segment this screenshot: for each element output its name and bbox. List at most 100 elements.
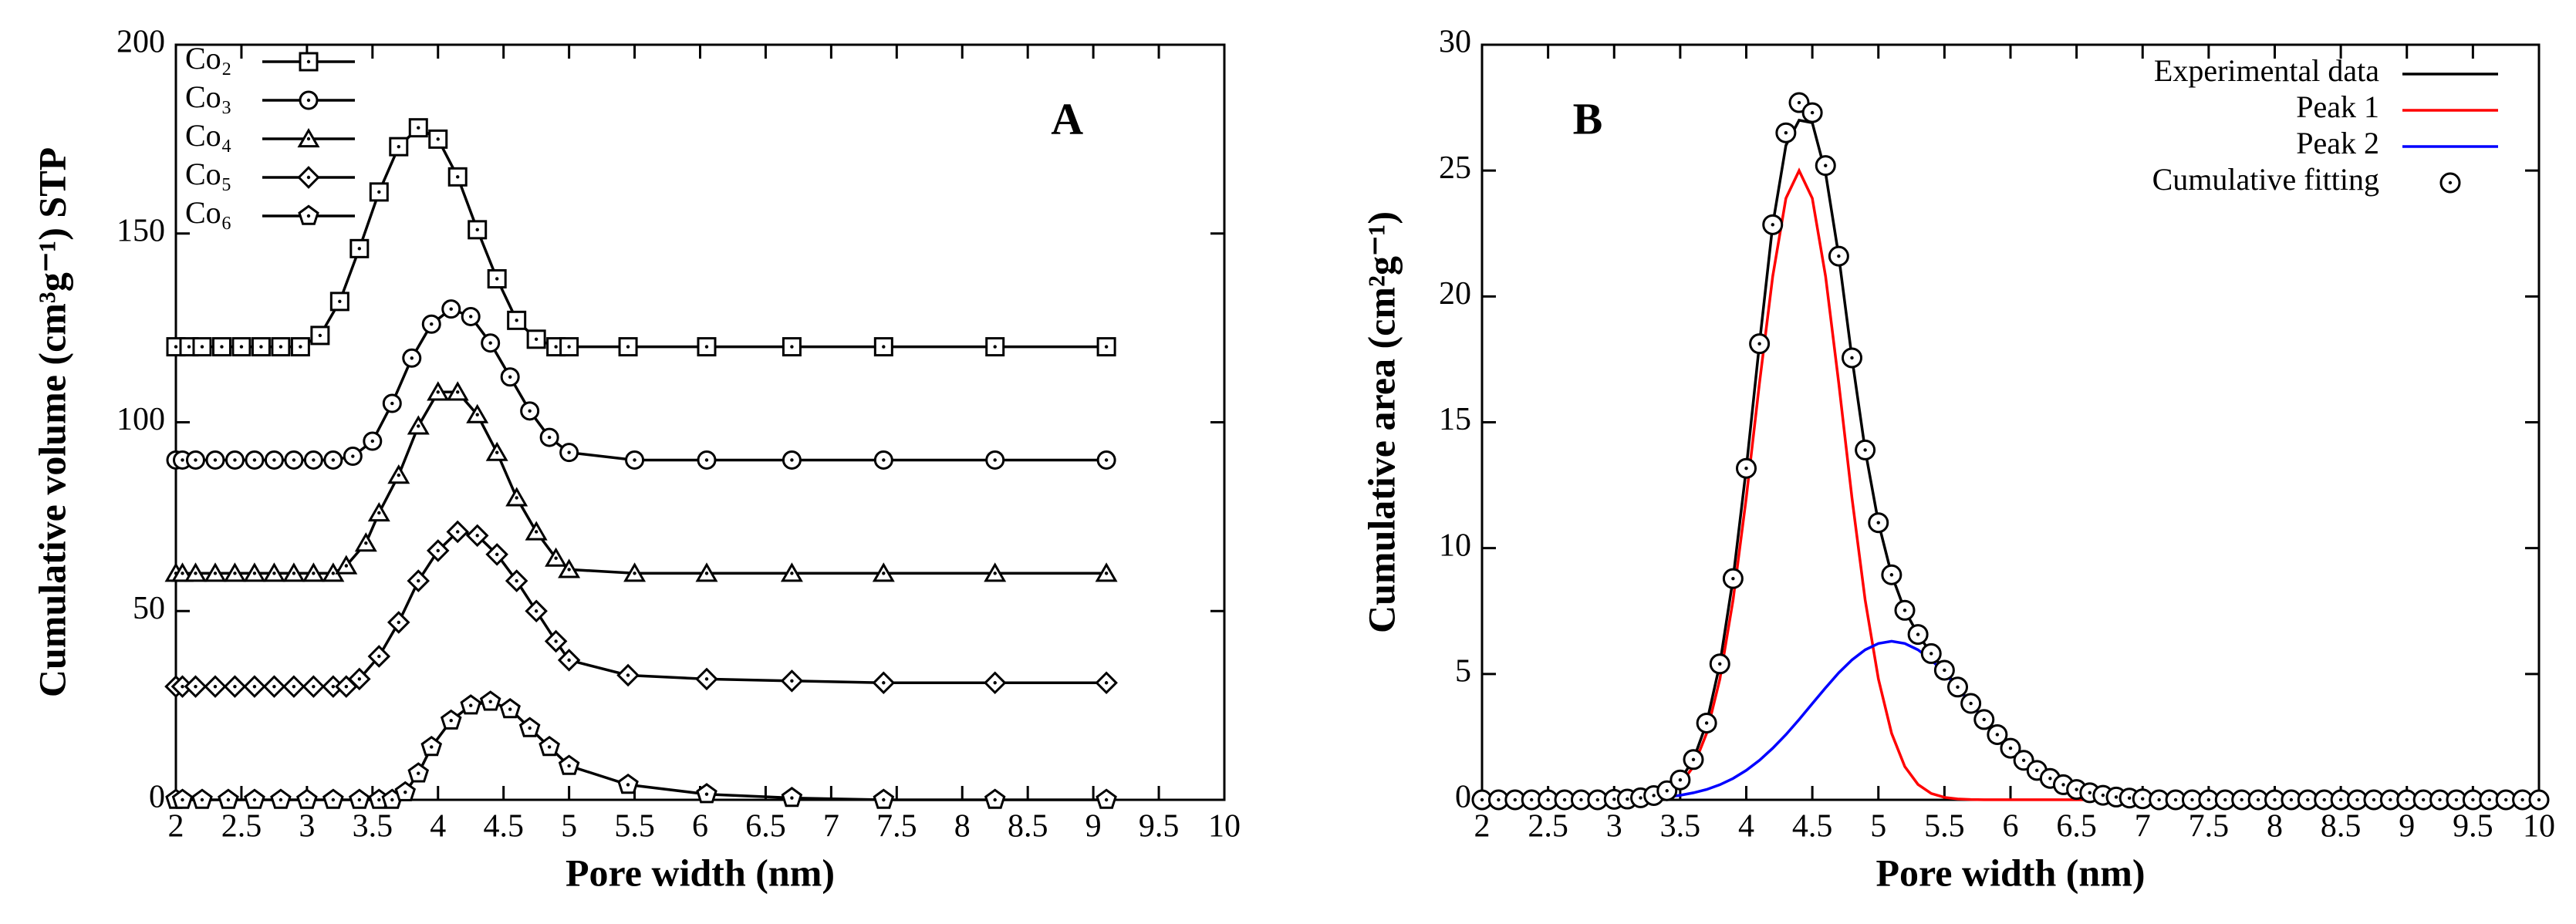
legend-label: Co₆: [185, 195, 232, 230]
marker-dot: [417, 424, 420, 428]
marker-dot: [1530, 798, 1534, 802]
marker-dot: [252, 684, 257, 689]
marker-dot: [1995, 733, 2000, 737]
marker-dot: [1497, 798, 1501, 802]
marker-dot: [1678, 778, 1683, 782]
marker-dot: [2503, 798, 2508, 802]
marker-dot: [534, 530, 538, 534]
legend-marker-dot: [306, 98, 311, 103]
marker-dot: [626, 783, 630, 787]
marker-dot: [1902, 609, 1907, 612]
x-tick-label: 2.5: [221, 809, 262, 845]
marker-dot: [1562, 798, 1567, 802]
x-tick-label: 10: [2523, 809, 2555, 845]
y-tick-label: 10: [1439, 528, 1471, 563]
marker-dot: [1956, 685, 1960, 690]
marker-dot: [331, 458, 336, 462]
marker-dot: [993, 681, 997, 685]
x-axis-label: Pore width (nm): [566, 851, 835, 894]
marker-dot: [259, 345, 263, 349]
legend-label: Peak 2: [2296, 126, 2379, 160]
marker-dot: [312, 684, 316, 689]
series-line: [176, 390, 1107, 575]
marker-dot: [1784, 131, 1788, 135]
marker-dot: [397, 144, 400, 149]
marker-dot: [2127, 796, 2132, 800]
marker-dot: [357, 798, 362, 802]
marker-dot: [2048, 777, 2052, 781]
marker-dot: [1863, 448, 1867, 452]
marker-dot: [633, 572, 636, 575]
marker-dot: [704, 458, 709, 462]
marker-dot: [1104, 681, 1109, 685]
marker-dot: [1916, 632, 1920, 636]
marker-dot: [292, 684, 296, 689]
x-tick-label: 4: [1738, 809, 1754, 845]
marker-dot: [554, 345, 558, 349]
legend-label: Co₅: [185, 157, 232, 191]
legend-label: Co₄: [185, 118, 232, 153]
x-tick-label: 8: [954, 809, 971, 845]
marker-dot: [475, 413, 479, 416]
marker-dot: [344, 564, 349, 568]
marker-dot: [704, 792, 709, 796]
marker-dot: [200, 798, 204, 802]
y-tick-label: 200: [116, 25, 165, 60]
x-tick-label: 4.5: [483, 809, 524, 845]
marker-dot: [993, 345, 997, 349]
marker-dot: [1810, 110, 1815, 115]
marker-dot: [790, 572, 794, 575]
marker-dot: [567, 764, 571, 768]
x-tick-label: 6: [2003, 809, 2019, 845]
marker-dot: [456, 530, 460, 534]
marker-dot: [233, 684, 237, 689]
marker-dot: [1731, 576, 1735, 581]
x-tick-label: 7: [2135, 809, 2151, 845]
marker-dot: [1876, 521, 1880, 524]
marker-dot: [882, 572, 886, 575]
legend-marker-dot: [2448, 180, 2453, 185]
marker-dot: [410, 356, 414, 360]
marker-dot: [2405, 798, 2409, 802]
marker-dot: [704, 345, 709, 349]
marker-dot: [2372, 798, 2376, 802]
marker-dot: [181, 458, 184, 462]
marker-dot: [220, 345, 224, 349]
marker-dot: [417, 126, 420, 130]
marker-dot: [331, 684, 336, 689]
marker-dot: [1104, 345, 1109, 349]
marker-dot: [515, 319, 518, 322]
marker-dot: [2438, 798, 2442, 802]
marker-dot: [993, 798, 997, 802]
marker-dot: [377, 190, 381, 194]
marker-dot: [1797, 100, 1801, 105]
marker-dot: [2389, 798, 2392, 802]
x-tick-label: 6.5: [745, 809, 786, 845]
x-tick-label: 7.5: [2189, 809, 2230, 845]
marker-dot: [2537, 798, 2541, 802]
x-tick-label: 9.5: [2453, 809, 2493, 845]
marker-dot: [1982, 717, 1986, 722]
y-tick-label: 25: [1439, 150, 1471, 186]
marker-dot: [403, 791, 407, 794]
marker-dot: [1704, 721, 1709, 725]
marker-dot: [279, 345, 283, 349]
marker-dot: [495, 552, 499, 557]
marker-dot: [2289, 798, 2294, 802]
marker-dot: [279, 798, 283, 802]
legend-label: Experimental data: [2154, 53, 2379, 88]
marker-dot: [1104, 798, 1109, 802]
marker-dot: [377, 654, 381, 659]
marker-dot: [2256, 798, 2260, 802]
series-line: [176, 700, 1107, 801]
legend-label: Co₂: [185, 41, 232, 76]
marker-dot: [194, 458, 198, 462]
marker-dot: [292, 572, 296, 575]
marker-dot: [2240, 798, 2243, 802]
marker-dot: [2114, 795, 2119, 799]
marker-dot: [2322, 798, 2326, 802]
marker-dot: [174, 345, 178, 349]
marker-dot: [194, 572, 198, 575]
marker-dot: [626, 673, 630, 677]
